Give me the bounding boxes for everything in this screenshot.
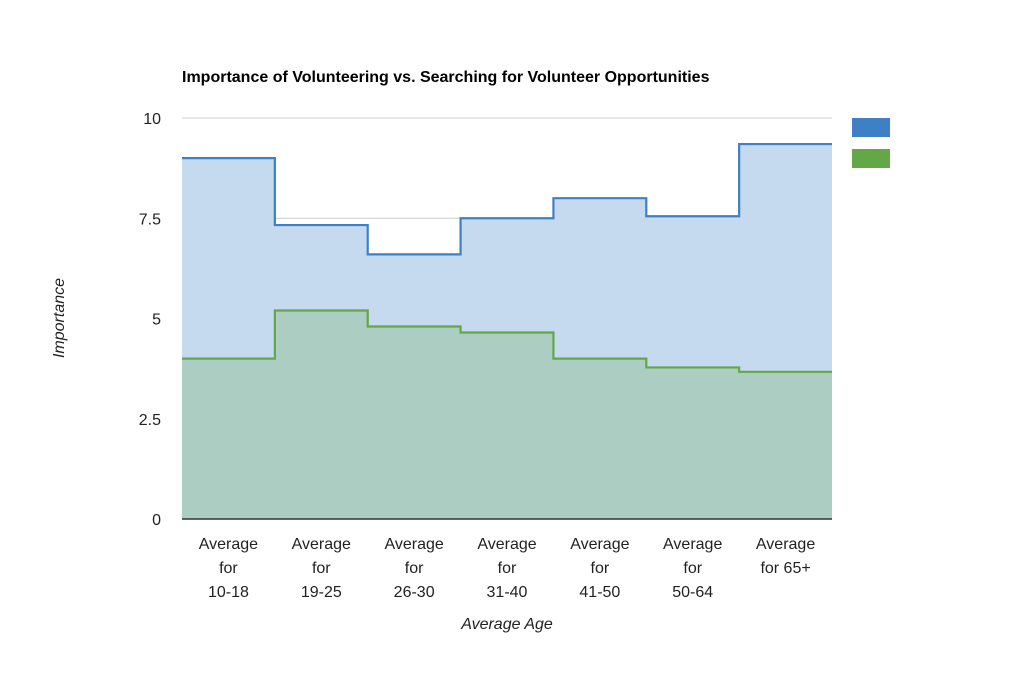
chart-title: Importance of Volunteering vs. Searching… [182,69,710,86]
y-tick-label: 10 [143,111,161,128]
legend-swatch-1 [852,118,890,137]
x-tick-label: Average for 10-18 [199,536,258,601]
x-tick-label: Average for 31-40 [477,536,536,601]
series-line-2 [182,309,832,373]
y-tick-label: 0 [152,512,161,529]
series-line-1 [182,142,832,256]
legend-swatch-2 [852,149,890,168]
y-tick-labels: 0 2.5 5 7.5 10 [139,111,161,529]
x-tick-label: Average for 65+ [756,536,815,577]
y-axis-label: Importance [51,278,68,358]
legend [852,118,890,168]
series-lines [182,142,832,373]
x-tick-label: Average for 26-30 [384,536,443,601]
x-tick-label: Average for 19-25 [292,536,351,601]
x-tick-label: Average for 41-50 [570,536,629,601]
x-tick-labels: Average for 10-18 Average for 19-25 Average for… [199,536,816,601]
x-axis-label: Average Age [460,616,553,633]
y-tick-label: 2.5 [139,412,161,429]
y-tick-label: 5 [152,312,161,329]
y-tick-label: 7.5 [139,211,161,228]
x-tick-label: Average for 50-64 [663,536,722,601]
series-area-2 [182,310,832,519]
